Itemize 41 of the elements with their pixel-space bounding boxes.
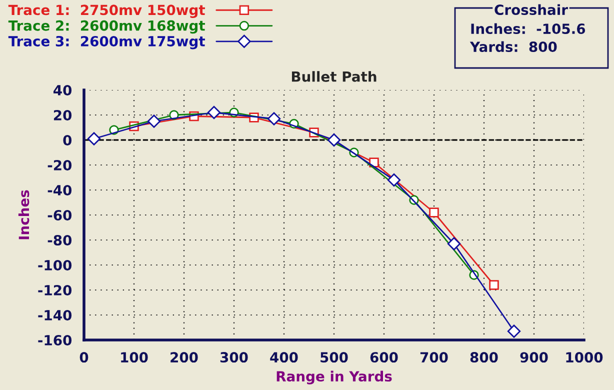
y-tick-label: -120 bbox=[38, 284, 72, 296]
x-tick-label: 400 bbox=[270, 352, 298, 363]
point bbox=[147, 114, 161, 128]
y-tick-label: -160 bbox=[38, 334, 72, 346]
point bbox=[327, 133, 341, 147]
x-tick-label: 500 bbox=[320, 352, 348, 363]
point bbox=[429, 208, 439, 218]
chart-title: Bullet Path bbox=[292, 71, 376, 82]
text: Yards: 800 bbox=[470, 41, 557, 52]
y-tick-label: -20 bbox=[48, 160, 72, 170]
x-tick-label: 1000 bbox=[566, 352, 603, 363]
y-tick-label: 20 bbox=[54, 110, 72, 120]
point bbox=[267, 112, 281, 126]
y-tick-label: -40 bbox=[48, 184, 72, 196]
point bbox=[507, 324, 521, 338]
x-tick-label: 0 bbox=[80, 352, 88, 363]
legend-label: Trace 1: 2750mv 150wgt bbox=[8, 4, 205, 18]
y-tick-label: -140 bbox=[38, 310, 72, 320]
y-tick-label: -80 bbox=[48, 234, 72, 246]
x-tick-label: 100 bbox=[121, 352, 148, 363]
x-tick-label: 700 bbox=[420, 352, 448, 363]
x-axis-title: Range in Yards bbox=[276, 370, 392, 384]
text: Crosshair bbox=[494, 4, 568, 16]
x-tick-label: 900 bbox=[520, 352, 548, 363]
y-tick-label: -100 bbox=[38, 260, 72, 270]
y-tick-label: 40 bbox=[53, 84, 72, 96]
x-tick-label: 600 bbox=[370, 352, 398, 363]
x-tick-label: 200 bbox=[170, 352, 198, 363]
y-tick-label: -60 bbox=[48, 210, 72, 220]
text: Inches: -105.6 bbox=[471, 23, 586, 34]
legend-label: Trace 3: 2600mv 175wgt bbox=[8, 36, 205, 50]
point bbox=[87, 132, 101, 146]
x-tick-label: 300 bbox=[220, 352, 248, 363]
y-axis-title: Inches bbox=[18, 190, 30, 240]
point bbox=[447, 237, 461, 250]
point bbox=[489, 280, 499, 290]
x-tick-label: 800 bbox=[470, 352, 498, 363]
y-tick-label: 0 bbox=[63, 134, 72, 146]
legend-label: Trace 2: 2600mv 168wgt bbox=[8, 20, 205, 34]
point bbox=[207, 106, 221, 120]
point bbox=[387, 173, 401, 187]
